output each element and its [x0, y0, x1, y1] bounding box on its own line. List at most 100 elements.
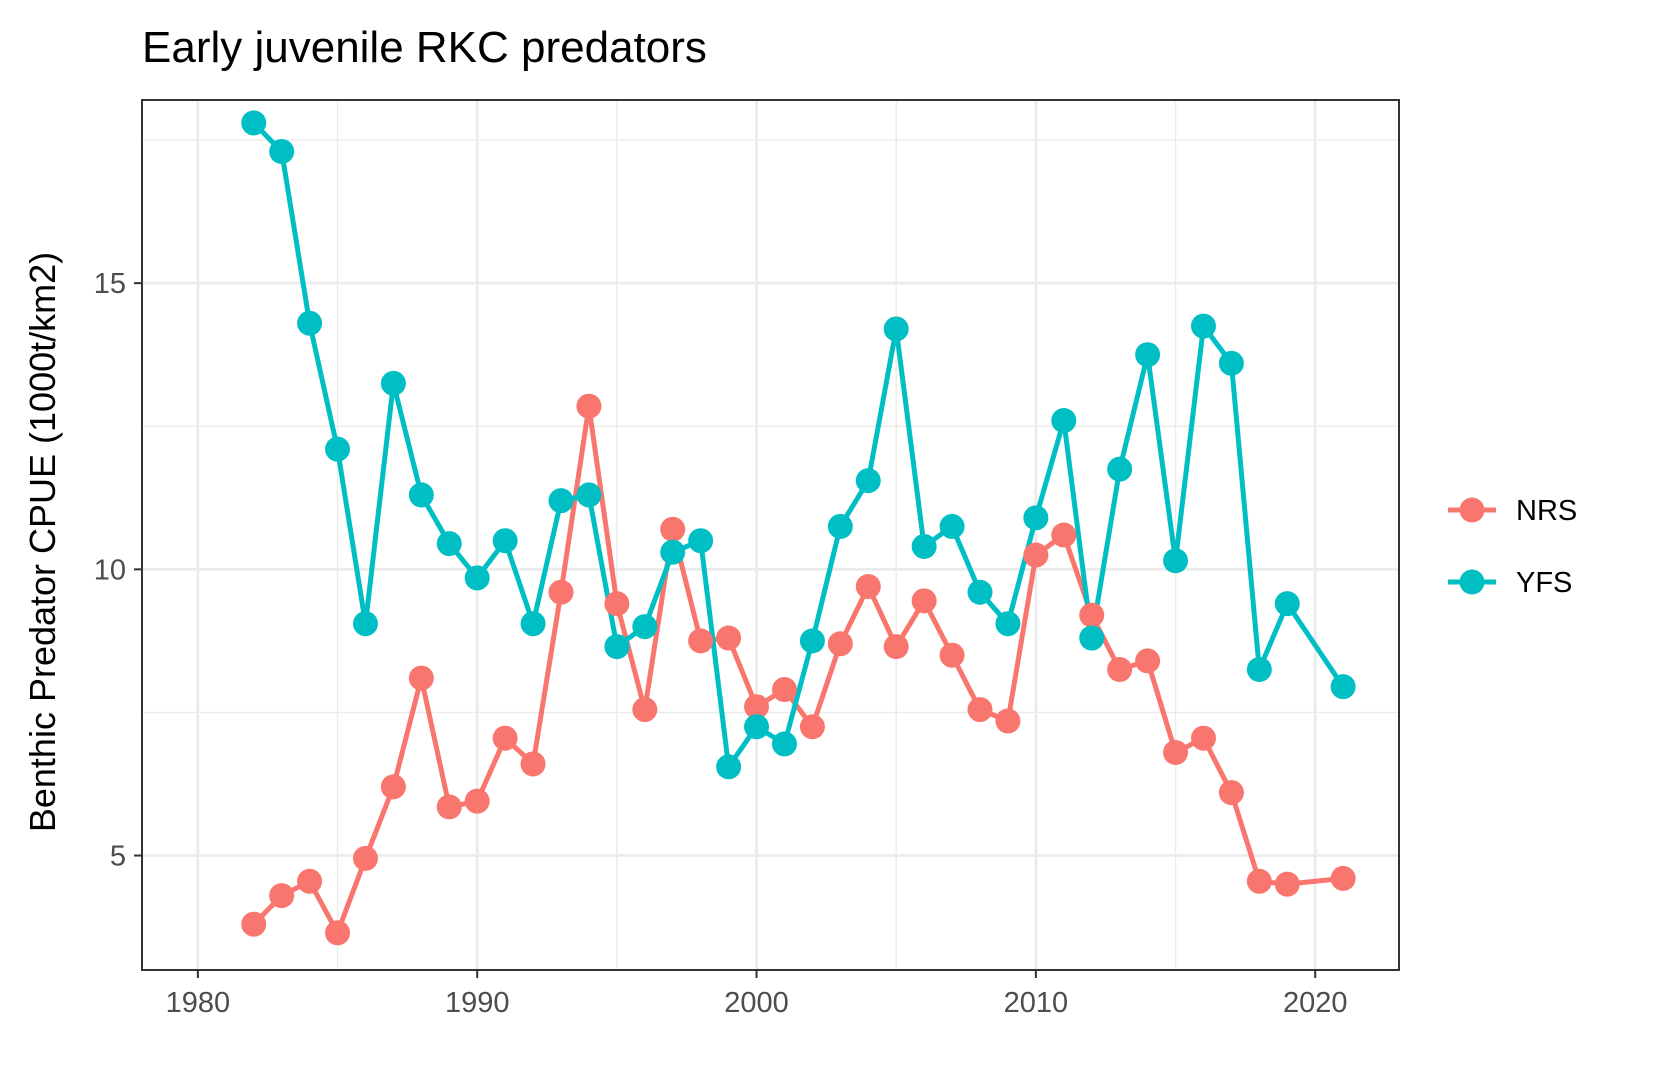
data-point-yfs [325, 436, 351, 462]
data-point-nrs [576, 393, 602, 419]
data-point-nrs [297, 868, 323, 894]
data-point-nrs [660, 516, 686, 542]
data-point-nrs [325, 920, 351, 946]
data-point-nrs [408, 665, 434, 691]
data-point-nrs [1023, 542, 1049, 568]
legend-label: YFS [1516, 567, 1572, 599]
data-point-nrs [1163, 740, 1189, 765]
data-point-nrs [1135, 648, 1161, 674]
data-point-yfs [799, 628, 825, 654]
data-point-yfs [548, 488, 574, 514]
data-point-nrs [716, 625, 742, 651]
y-tick-label: 10 [94, 554, 126, 586]
data-point-nrs [1218, 780, 1244, 806]
data-point-yfs [660, 539, 686, 565]
data-point-nrs [799, 714, 825, 740]
x-axis: 1980 1990 2000 2010 2020 [166, 970, 1348, 1019]
data-point-yfs [464, 565, 490, 591]
data-point-yfs [380, 370, 406, 396]
data-point-yfs [967, 579, 993, 605]
data-point-nrs [771, 677, 797, 703]
chart-title: Early juvenile RKC predators [142, 23, 707, 72]
data-point-yfs [604, 634, 630, 660]
data-point-nrs [492, 725, 518, 751]
data-point-nrs [269, 883, 295, 909]
plot-panel-border [141, 99, 1400, 971]
data-point-nrs [352, 845, 378, 871]
y-axis: 5 10 15 [94, 268, 142, 873]
data-point-yfs [436, 531, 462, 557]
data-point-nrs [939, 642, 965, 668]
series-points [241, 110, 1356, 946]
legend-key-point [1459, 497, 1485, 523]
data-point-yfs [995, 611, 1021, 637]
data-point-nrs [632, 697, 658, 723]
data-point-yfs [1107, 456, 1133, 482]
data-point-yfs [576, 482, 602, 508]
legend-label: NRS [1516, 495, 1577, 527]
x-tick-label: 1980 [166, 987, 231, 1019]
data-point-nrs [520, 751, 546, 777]
data-point-yfs [716, 754, 742, 780]
data-point-yfs [1190, 313, 1216, 339]
data-point-nrs [688, 628, 714, 654]
data-point-nrs [1274, 871, 1300, 897]
x-tick-label: 1990 [445, 987, 510, 1019]
data-point-nrs [967, 697, 993, 723]
data-point-yfs [688, 528, 714, 554]
data-point-nrs [1330, 865, 1356, 891]
gridlines [142, 100, 1399, 970]
data-point-yfs [1051, 408, 1077, 434]
data-point-yfs [492, 528, 518, 554]
data-point-yfs [1023, 505, 1049, 531]
data-point-nrs [604, 591, 630, 617]
y-axis-label: Benthic Predator CPUE (1000t/km2) [22, 252, 63, 832]
data-point-nrs [995, 708, 1021, 734]
data-point-yfs [855, 468, 881, 494]
data-point-yfs [352, 611, 378, 637]
x-tick-label: 2020 [1283, 987, 1348, 1019]
data-point-nrs [1051, 522, 1077, 548]
data-point-yfs [269, 139, 295, 165]
legend: NRS YFS [1448, 495, 1577, 599]
data-point-nrs [1246, 868, 1272, 894]
data-point-yfs [1246, 657, 1272, 683]
data-point-yfs [1330, 674, 1356, 700]
data-point-nrs [241, 911, 267, 937]
data-point-nrs [380, 774, 406, 800]
data-point-nrs [1079, 602, 1105, 628]
data-point-yfs [911, 533, 937, 559]
data-point-yfs [1079, 625, 1105, 651]
data-point-nrs [464, 788, 490, 814]
y-tick-label: 5 [110, 841, 126, 873]
data-point-nrs [1107, 657, 1133, 683]
data-point-nrs [548, 579, 574, 605]
data-point-nrs [911, 588, 937, 614]
data-point-yfs [408, 482, 434, 508]
y-tick-label: 15 [94, 268, 126, 300]
legend-key-point [1459, 569, 1485, 595]
data-point-yfs [1163, 548, 1189, 574]
legend-item-yfs: YFS [1448, 567, 1572, 599]
data-point-yfs [1274, 591, 1300, 617]
data-point-yfs [883, 316, 909, 342]
data-point-nrs [436, 794, 462, 820]
data-point-yfs [1135, 342, 1161, 368]
data-point-yfs [1218, 350, 1244, 376]
data-point-nrs [744, 694, 770, 720]
x-tick-label: 2000 [724, 987, 789, 1019]
data-point-yfs [241, 110, 267, 136]
data-point-yfs [632, 614, 658, 640]
data-point-yfs [297, 310, 323, 336]
data-point-yfs [939, 513, 965, 539]
data-point-yfs [520, 611, 546, 637]
data-point-nrs [1190, 725, 1216, 751]
data-point-nrs [883, 634, 909, 660]
data-point-yfs [771, 731, 797, 757]
data-point-nrs [855, 574, 881, 600]
legend-item-nrs: NRS [1448, 495, 1577, 527]
data-point-yfs [744, 714, 770, 740]
x-tick-label: 2010 [1004, 987, 1069, 1019]
data-point-nrs [827, 631, 853, 657]
